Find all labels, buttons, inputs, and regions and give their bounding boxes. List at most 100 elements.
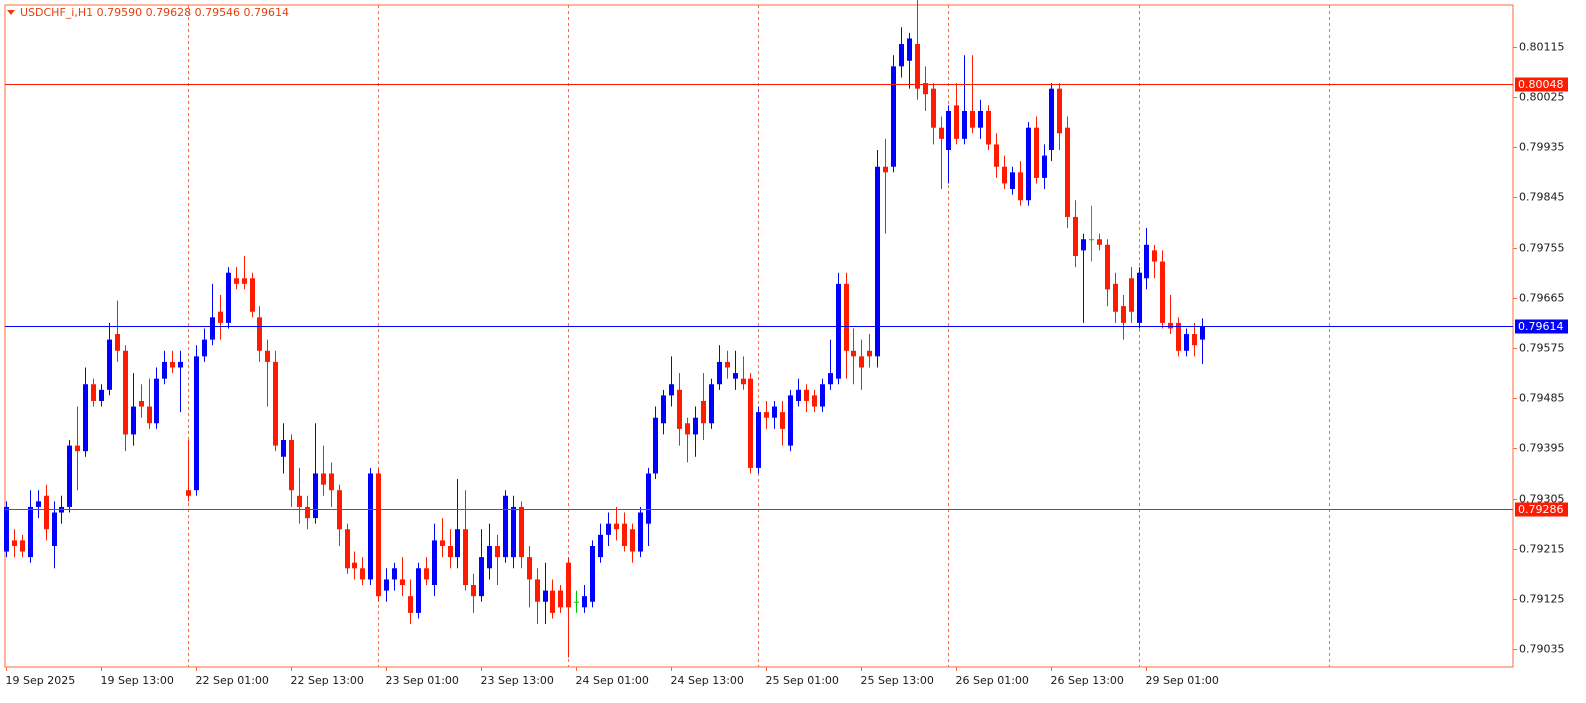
- candle-body: [543, 590, 548, 602]
- candle-body: [455, 529, 460, 558]
- candle-body: [186, 490, 191, 496]
- y-tick-label: 0.79305: [1519, 493, 1565, 506]
- candle-body: [701, 400, 706, 424]
- candle-body: [1049, 88, 1054, 151]
- candle-body: [503, 495, 508, 558]
- candle-body: [257, 317, 262, 351]
- candle-body: [154, 378, 159, 424]
- candle-body: [859, 356, 864, 368]
- y-tick-label: 0.80025: [1519, 91, 1565, 104]
- candle-body: [780, 412, 785, 429]
- candle-body: [67, 445, 72, 507]
- candle-body: [28, 506, 33, 558]
- candle-body: [170, 361, 175, 368]
- candle-body: [495, 545, 500, 558]
- candle-body: [1184, 334, 1189, 351]
- candle-body: [368, 473, 373, 580]
- price-label: 0.79614: [1518, 320, 1564, 333]
- x-tick-label: 23 Sep 13:00: [481, 674, 554, 687]
- candle-body: [1160, 261, 1165, 323]
- candle-body: [1152, 250, 1157, 262]
- candle-body: [162, 361, 167, 379]
- y-tick-label: 0.80115: [1519, 41, 1565, 54]
- candle-body: [424, 568, 429, 580]
- x-tick-label: 26 Sep 01:00: [956, 674, 1029, 687]
- candle-body: [931, 88, 936, 128]
- y-tick-label: 0.79935: [1519, 141, 1565, 154]
- candle-body: [360, 568, 365, 580]
- collapse-triangle[interactable]: [7, 10, 15, 15]
- price-label: 0.79286: [1518, 503, 1564, 516]
- candle-body: [796, 389, 801, 401]
- x-tick-label: 26 Sep 13:00: [1051, 674, 1124, 687]
- candle-body: [99, 389, 104, 401]
- candle-body: [1073, 216, 1078, 256]
- candle-body: [1121, 306, 1126, 323]
- x-tick-label: 19 Sep 2025: [6, 674, 76, 687]
- y-tick-label: 0.79575: [1519, 342, 1565, 355]
- candle-body: [234, 278, 239, 284]
- candle-body: [1065, 127, 1070, 217]
- candle-body: [646, 473, 651, 524]
- candle-body: [891, 66, 896, 167]
- candle-body: [693, 417, 698, 435]
- candle-body: [1081, 239, 1086, 251]
- candle-body: [1097, 239, 1102, 245]
- candle-body: [12, 540, 17, 546]
- candle-body: [107, 339, 112, 390]
- candle-body: [598, 534, 603, 558]
- candle-body: [899, 44, 904, 67]
- candle-body: [463, 529, 468, 586]
- candle-body: [384, 579, 389, 591]
- candle-body: [376, 473, 381, 597]
- candle-body: [265, 350, 270, 362]
- candle-body: [812, 395, 817, 407]
- y-tick-label: 0.79215: [1519, 543, 1565, 556]
- candle-body: [408, 596, 413, 613]
- x-tick-label: 19 Sep 13:00: [101, 674, 174, 687]
- candle-body: [471, 585, 476, 597]
- candle-body: [440, 540, 445, 546]
- candle-body: [1192, 334, 1197, 346]
- candle-body: [962, 110, 967, 139]
- candle-body: [52, 512, 57, 546]
- candle-body: [1168, 322, 1173, 329]
- candle-body: [661, 395, 666, 424]
- candle-body: [820, 384, 825, 407]
- candle-body: [400, 579, 405, 586]
- candle-body: [946, 110, 951, 151]
- candle-body: [432, 540, 437, 586]
- candle-body: [1129, 278, 1134, 312]
- candle-body: [178, 361, 183, 368]
- candle-body: [131, 406, 136, 435]
- candle-body: [1010, 172, 1015, 190]
- candle-body: [479, 557, 484, 597]
- candle-body: [772, 406, 777, 418]
- candle-body: [1018, 172, 1023, 201]
- y-tick-label: 0.79755: [1519, 242, 1565, 255]
- x-tick-label: 24 Sep 13:00: [671, 674, 744, 687]
- x-tick-label: 25 Sep 13:00: [861, 674, 934, 687]
- x-tick-label: 25 Sep 01:00: [766, 674, 839, 687]
- candle-body: [289, 440, 294, 491]
- candle-body: [416, 568, 421, 613]
- candle-body: [788, 395, 793, 446]
- candle-body: [1002, 166, 1007, 184]
- candle-body: [1176, 322, 1181, 351]
- candle-body: [75, 445, 80, 452]
- candle-body: [764, 412, 769, 418]
- candle-body: [329, 473, 334, 491]
- candle-body: [986, 110, 991, 145]
- candle-body: [448, 545, 453, 558]
- candle-body: [242, 278, 247, 284]
- candle-body: [669, 384, 674, 396]
- candle-body: [519, 506, 524, 558]
- candle-body: [1144, 244, 1149, 279]
- candle-body: [883, 166, 888, 173]
- y-tick-label: 0.79665: [1519, 292, 1565, 305]
- price-label-box: [1515, 77, 1568, 92]
- candle-body: [574, 601, 579, 603]
- candle-body: [994, 144, 999, 167]
- candle-body: [685, 423, 690, 435]
